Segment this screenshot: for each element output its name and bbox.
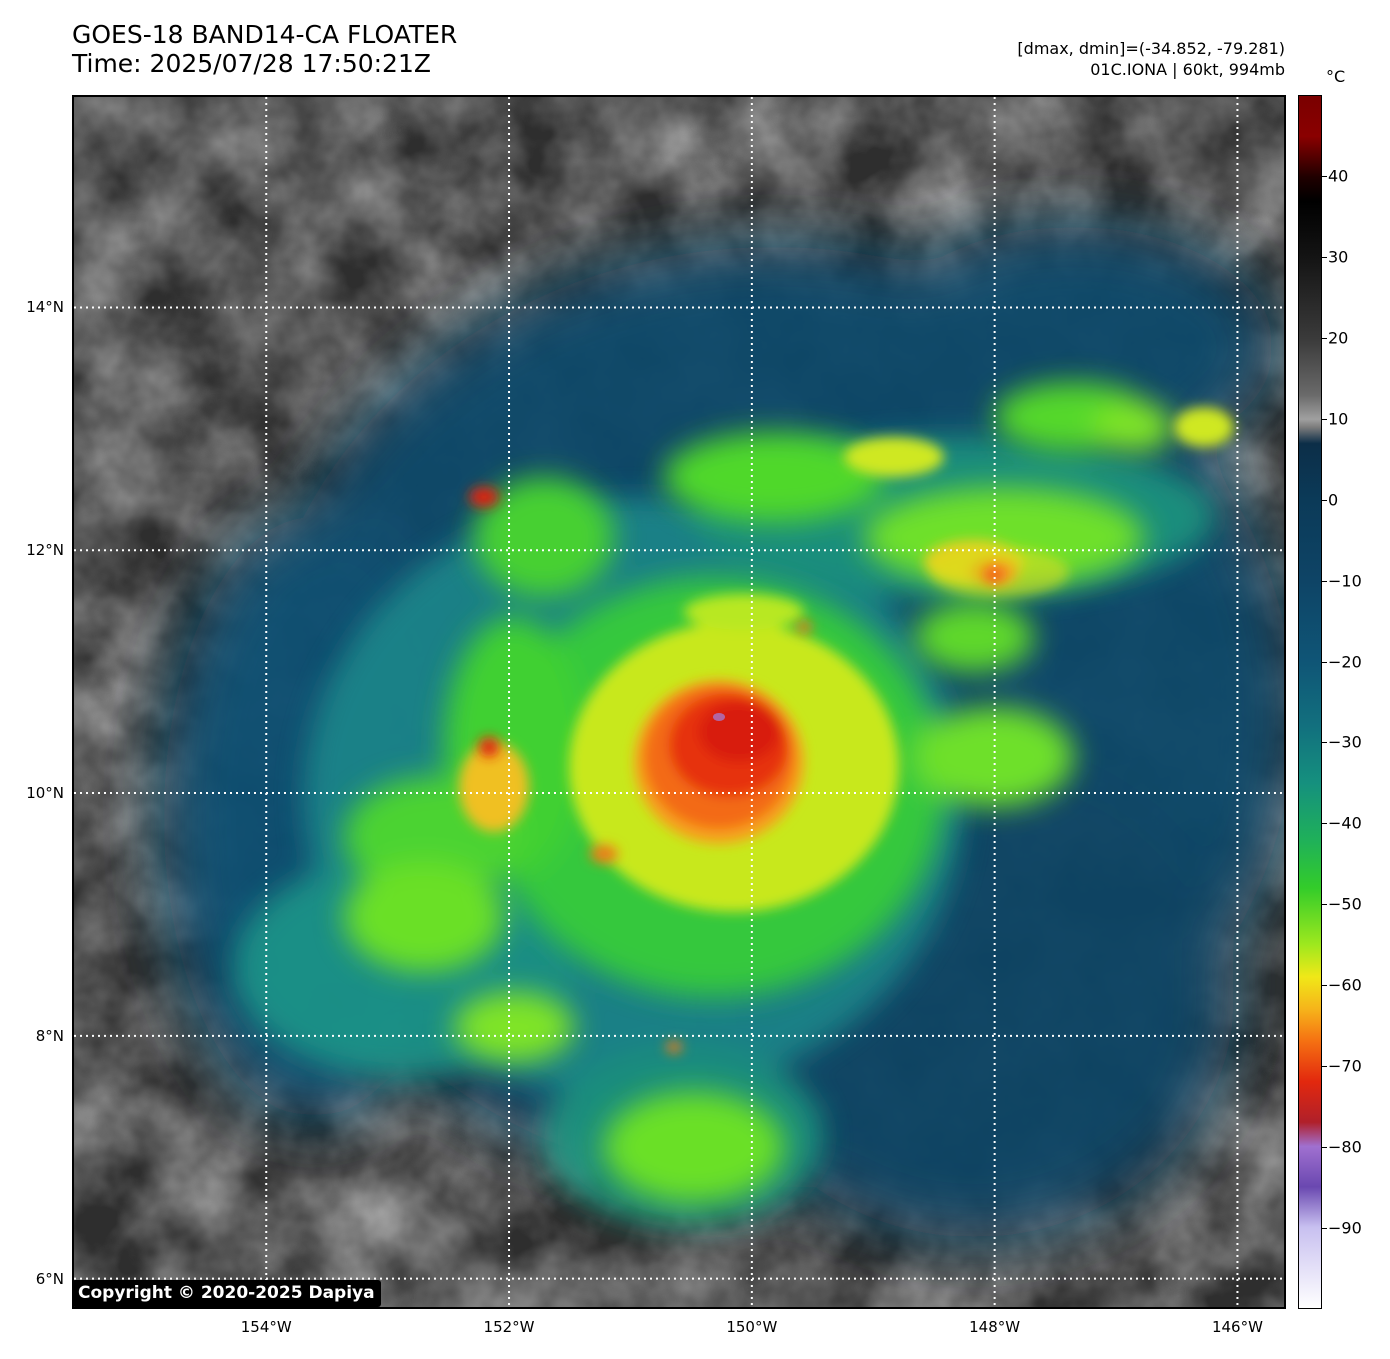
colorbar-tick-mark (1322, 985, 1327, 987)
colorbar-tick-label: 0 (1328, 490, 1339, 510)
colorbar-tick-label: 10 (1328, 409, 1349, 429)
colorbar-tick-label: 30 (1328, 247, 1349, 267)
colorbar-tick-mark (1322, 1066, 1327, 1068)
dmax-dmin-text: [dmax, dmin]=(-34.852, -79.281) (1017, 39, 1285, 58)
colorbar-tick-mark (1322, 337, 1327, 339)
colorbar-tick-mark (1322, 823, 1327, 825)
latitude-label: 6°N (35, 1269, 64, 1288)
colorbar-tick-mark (1322, 580, 1327, 582)
colorbar-tick-mark (1322, 256, 1327, 258)
colorbar (1298, 95, 1322, 1309)
colorbar-tick-label: −10 (1328, 571, 1362, 591)
longitude-label: 148°W (969, 1318, 1021, 1336)
colorbar-tick-label: −40 (1328, 813, 1362, 833)
satellite-image (72, 95, 1286, 1309)
colorbar-tick-label: 20 (1328, 328, 1349, 348)
title-line-1: GOES-18 BAND14-CA FLOATER (72, 20, 458, 49)
latitude-label: 8°N (35, 1026, 64, 1045)
longitude-label: 152°W (483, 1318, 535, 1336)
longitude-label: 154°W (240, 1318, 292, 1336)
longitude-label: 150°W (726, 1318, 778, 1336)
map-title: GOES-18 BAND14-CA FLOATER Time: 2025/07/… (72, 20, 457, 78)
colorbar-tick-label: −60 (1328, 975, 1362, 995)
colorbar-tick-mark (1322, 742, 1327, 744)
colorbar-tick-label: −50 (1328, 894, 1362, 914)
colorbar-tick-label: −80 (1328, 1137, 1362, 1157)
colorbar-tick-label: −90 (1328, 1218, 1362, 1238)
colorbar-tick-mark (1322, 904, 1327, 906)
latitude-label: 12°N (26, 541, 64, 560)
title-line-2: Time: 2025/07/28 17:50:21Z (72, 49, 431, 78)
latitude-label: 10°N (26, 784, 64, 803)
longitude-label: 146°W (1211, 1318, 1263, 1336)
latitude-label: 14°N (26, 298, 64, 317)
colorbar-tick-label: 40 (1328, 166, 1349, 186)
colorbar-tick-label: −70 (1328, 1056, 1362, 1076)
colorbar-tick-mark (1322, 1147, 1327, 1149)
colorbar-tick-mark (1322, 499, 1327, 501)
colorbar-tick-label: −30 (1328, 732, 1362, 752)
colorbar-tick-mark (1322, 661, 1327, 663)
info-block: [dmax, dmin]=(-34.852, -79.281) 01C.IONA… (1017, 38, 1285, 80)
eye-hint (713, 713, 725, 721)
colorbar-tick-mark (1322, 1228, 1327, 1230)
colorbar-unit: °C (1326, 67, 1346, 86)
storm-info-text: 01C.IONA | 60kt, 994mb (1090, 60, 1285, 79)
copyright-badge: Copyright © 2020-2025 Dapiya (72, 1280, 381, 1307)
colorbar-tick-mark (1322, 175, 1327, 177)
satellite-image-canvas (74, 97, 1284, 1307)
colorbar-tick-mark (1322, 418, 1327, 420)
colorbar-tick-label: −20 (1328, 652, 1362, 672)
